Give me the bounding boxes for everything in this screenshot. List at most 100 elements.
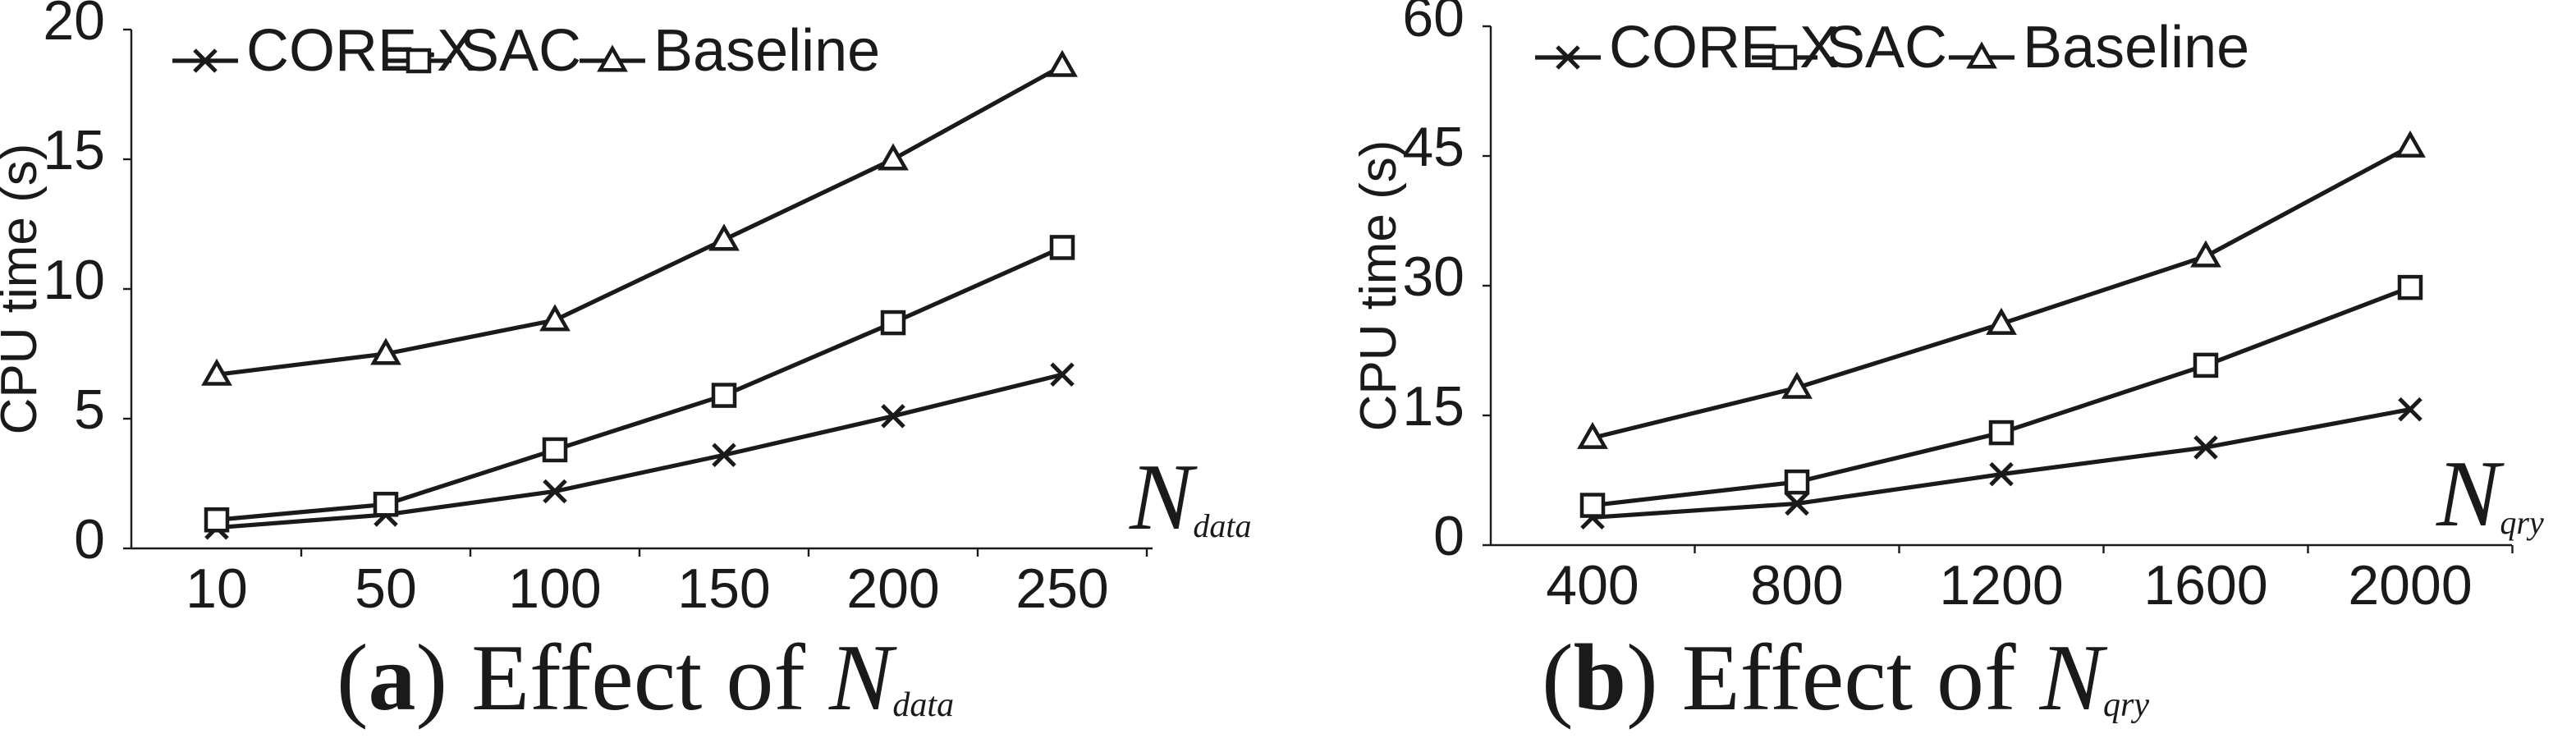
x-tick-label: 1200: [1939, 554, 2063, 617]
marker-square: [2193, 352, 2219, 378]
marker-square: [1784, 469, 1810, 495]
x-tick-label: 100: [508, 557, 601, 620]
data-point-sac: [204, 507, 230, 533]
caption-panel-label: a: [369, 626, 416, 731]
marker-x: [1989, 461, 2014, 487]
x-variable-main: N: [1129, 445, 1198, 550]
x-variable-subscript: data: [1193, 507, 1251, 544]
data-point-baseline: [1577, 421, 1608, 449]
x-tick-label: 50: [355, 557, 417, 620]
legend-label: SAC: [1826, 15, 1947, 80]
data-point-baseline: [1781, 371, 1813, 399]
marker-triangle: [1986, 307, 2017, 335]
legend-entry-sac: SAC: [386, 18, 581, 84]
x-tick-label: 1600: [2143, 554, 2267, 617]
marker-square: [2397, 274, 2423, 300]
marker-triangle: [708, 223, 740, 251]
y-tick-label: 15: [1402, 375, 1464, 438]
data-point-baseline: [201, 358, 232, 386]
legend-entry-baseline: Baseline: [580, 18, 880, 84]
data-point-core-x: [712, 442, 736, 468]
caption-paren-close: ): [416, 626, 472, 731]
marker-x: [712, 442, 736, 468]
chart-scale-group: 0 15 30 45 60 400 800 1200 1600 2000 CPU time (s) N…: [1350, 0, 2544, 731]
marker-square: [1579, 493, 1606, 518]
marker-triangle: [1781, 371, 1813, 399]
legend-entry-sac: SAC: [1752, 15, 1947, 80]
x-tick-label: 200: [846, 557, 939, 620]
marker-square: [711, 383, 737, 408]
x-tick-label: 800: [1750, 554, 1843, 617]
data-point-core-x: [1050, 362, 1075, 387]
legend-marker-triangle: [1966, 41, 1997, 69]
y-tick-label: 20: [43, 0, 105, 52]
caption-var: N: [2039, 626, 2108, 731]
y-tick-label: 15: [43, 119, 105, 181]
series-line-baseline: [216, 63, 1064, 377]
caption-paren-open: (: [1542, 626, 1574, 731]
data-point-core-x: [881, 404, 905, 429]
series-line-baseline: [1592, 144, 2412, 440]
series-line-sac: [216, 245, 1064, 522]
legend-marker-square: [1772, 44, 1798, 71]
legend-marker-triangle: [597, 44, 628, 72]
x-tick-label: 150: [677, 557, 770, 620]
data-point-sac: [542, 437, 568, 463]
marker-square: [1049, 235, 1075, 260]
panel-b-chart: 0 15 30 45 60 400 800 1200 1600 2000 CPU time (s) N…: [1350, 0, 2544, 731]
marker-x: [543, 479, 567, 504]
y-tick-label: 10: [43, 249, 105, 311]
data-point-sac: [373, 492, 399, 517]
x-tick-label: 10: [186, 557, 248, 620]
marker-triangle: [878, 143, 909, 171]
marker-x: [1050, 362, 1075, 387]
y-tick-label: 0: [1433, 505, 1464, 567]
y-tick-label: 5: [74, 378, 105, 441]
data-point-core-x: [1785, 491, 1809, 516]
marker-triangle: [2190, 240, 2221, 268]
marker-triangle: [201, 358, 232, 386]
marker-triangle: [1577, 421, 1608, 449]
panel-caption: (b) Effect of Nqry: [1542, 626, 2149, 731]
caption-subscript: qry: [2103, 686, 2149, 724]
data-point-baseline: [708, 223, 740, 251]
marker-square: [1988, 420, 2015, 446]
legend-marker: [193, 48, 218, 73]
panel-caption: (a) Effect of Ndata: [337, 626, 954, 731]
caption-prefix: Effect of: [471, 626, 829, 731]
marker-x: [2398, 397, 2422, 422]
chart-scale-group: 0 5 10 15 20 10 50 100 150 200 250 CPU time (s) Ndat…: [0, 0, 1252, 731]
x-variable-label: Ndata: [1129, 445, 1252, 550]
data-point-baseline: [2190, 240, 2221, 268]
legend-label: Baseline: [653, 18, 880, 84]
legend-label: CORE-X: [246, 18, 476, 84]
legend-marker-x: [193, 48, 218, 73]
data-point-sac: [1579, 493, 1606, 518]
legend-marker: [1966, 41, 1997, 69]
caption-subscript: data: [892, 686, 954, 724]
y-axis-title: CPU time (s): [1350, 140, 1407, 432]
y-tick-label: 45: [1402, 116, 1464, 178]
x-variable-label: Nqry: [2436, 442, 2544, 547]
y-tick-label: 30: [1402, 245, 1464, 308]
caption-prefix: Effect of: [1682, 626, 2040, 731]
data-point-core-x: [2193, 435, 2218, 460]
legend-label: Baseline: [2023, 15, 2249, 80]
legend-marker: [597, 44, 628, 72]
caption-var: N: [828, 626, 897, 731]
data-point-sac: [2193, 352, 2219, 378]
data-point-sac: [880, 310, 906, 336]
x-tick-label: 250: [1015, 557, 1108, 620]
data-point-sac: [1988, 420, 2015, 446]
legend-label: SAC: [460, 18, 581, 84]
data-point-baseline: [878, 143, 909, 171]
marker-square: [204, 507, 230, 533]
data-point-sac: [1784, 469, 1810, 495]
legend-entry-core-x: CORE-X: [1535, 15, 1839, 80]
data-point-baseline: [370, 337, 401, 365]
data-point-sac: [2397, 274, 2423, 300]
marker-triangle: [1047, 49, 1078, 77]
legend-label: CORE-X: [1609, 15, 1839, 80]
marker-triangle: [539, 304, 571, 332]
